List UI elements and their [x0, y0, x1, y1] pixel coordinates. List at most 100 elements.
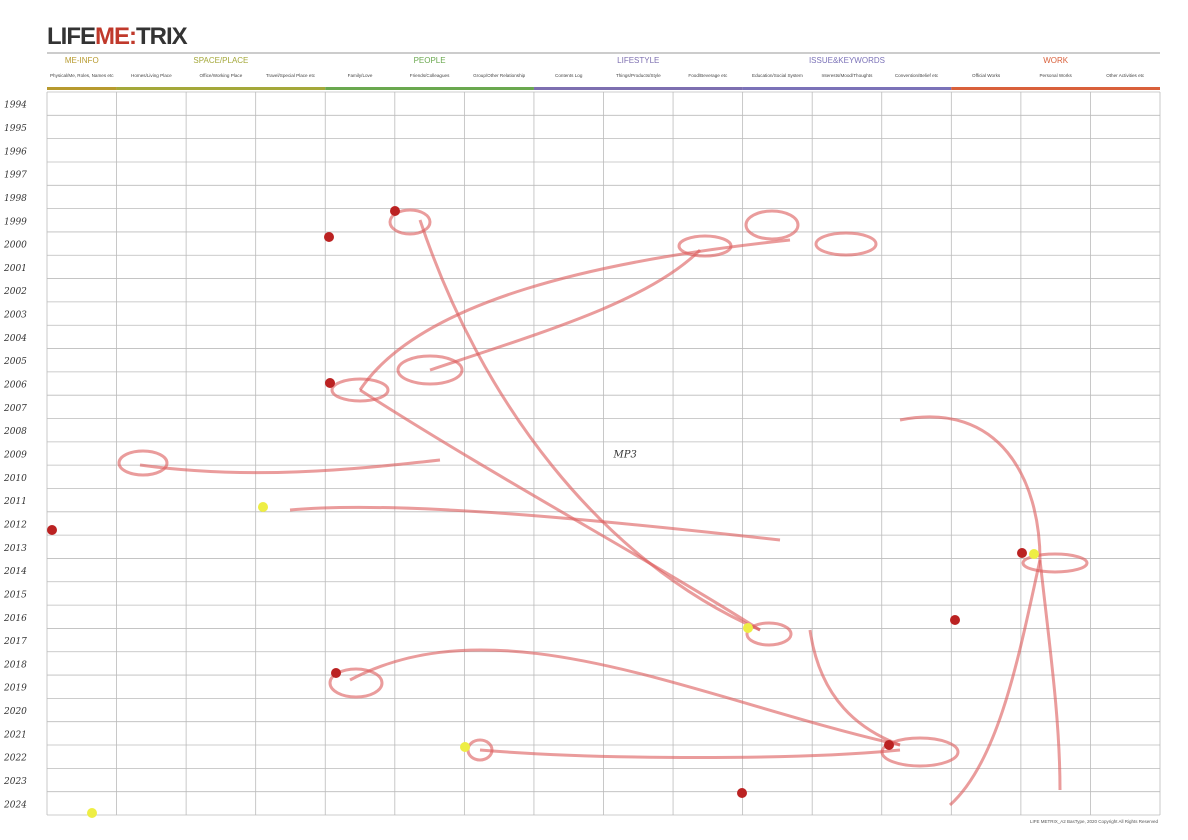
column-label: Interests/Mood/Thoughts [822, 73, 874, 78]
group-bar [951, 87, 1160, 90]
year: 2016 [3, 614, 27, 624]
year: 2010 [3, 474, 27, 484]
circle [396, 354, 464, 386]
year: 1999 [4, 217, 27, 227]
column-label: Family/Love [348, 73, 373, 78]
dot [325, 378, 335, 388]
dot [460, 742, 470, 752]
column-label: Things/Products/Style [616, 73, 661, 78]
year: 1994 [4, 101, 27, 111]
year: 1998 [4, 194, 27, 204]
group-bar [47, 87, 117, 90]
year: 1996 [4, 147, 27, 157]
link [358, 238, 791, 391]
year: 2001 [3, 264, 27, 274]
year: 2014 [3, 567, 27, 577]
dots [47, 206, 1039, 818]
group-bar [742, 87, 952, 90]
group-name: PEOPLE [414, 56, 446, 65]
column-label: Contents Log [555, 73, 583, 78]
circle [117, 449, 169, 477]
column-label: Office/Working Place [200, 73, 243, 78]
year: 2022 [3, 754, 27, 764]
column-label: Food/Beverage etc [688, 73, 728, 78]
circle [814, 231, 878, 257]
dot [390, 206, 400, 216]
group-name: LIFESTYLE [617, 56, 659, 65]
column-label: Travel/Special Place etc [266, 73, 316, 78]
dot [1017, 548, 1027, 558]
circle [677, 234, 733, 258]
group-bar [533, 87, 743, 90]
dot [331, 668, 341, 678]
year: 2017 [3, 637, 27, 647]
year: 2003 [3, 311, 27, 321]
group-name: ME-INFO [65, 56, 99, 65]
year: 1995 [4, 124, 27, 134]
group-name: WORK [1043, 56, 1069, 65]
link [349, 648, 901, 747]
link [289, 505, 781, 542]
column-label: Convention/Belief etc [895, 73, 939, 78]
column-label: Personal Works [1039, 73, 1072, 78]
link [948, 559, 1042, 807]
title: LIFEME:TRIX [47, 23, 188, 50]
group-bar [325, 87, 534, 90]
dot [743, 623, 753, 633]
link [479, 748, 901, 759]
dot [737, 788, 747, 798]
year: 2023 [3, 777, 27, 787]
circle [388, 208, 432, 236]
dot [258, 502, 268, 512]
column-label: Friends/Colleagues [410, 73, 450, 78]
link [808, 629, 901, 747]
link [429, 248, 702, 372]
year: 2002 [3, 287, 27, 297]
dot [1029, 549, 1039, 559]
column-label: Group/Other Relationship [473, 73, 526, 78]
circle [330, 377, 390, 403]
year: 2011 [3, 497, 27, 507]
circle [744, 209, 800, 241]
dot [950, 615, 960, 625]
link [1038, 559, 1062, 791]
title-part: LIFE [47, 23, 96, 50]
year: 2018 [3, 660, 27, 670]
column-label: Other Activities etc [1106, 73, 1145, 78]
dot [47, 525, 57, 535]
year: 2013 [3, 544, 27, 554]
dot [324, 232, 334, 242]
annotations [117, 208, 1089, 807]
link [899, 415, 1042, 561]
year: 2015 [3, 590, 27, 600]
year: 2000 [3, 241, 27, 251]
year: 2006 [3, 381, 27, 391]
year: 2019 [3, 684, 27, 694]
link [139, 458, 441, 475]
column-label: Education/Social System [752, 73, 803, 78]
link [418, 219, 761, 632]
footer: LIFE METRIX_A2 BasType, 2020 Copyright A… [1030, 819, 1159, 824]
title-part: TRIX [136, 23, 188, 50]
year: 2021 [3, 730, 27, 740]
year: 2005 [3, 357, 27, 367]
year: 2004 [3, 334, 27, 344]
year: 2009 [3, 451, 27, 461]
circle [880, 736, 960, 768]
dot [884, 740, 894, 750]
circle [1021, 552, 1089, 574]
column-label: Physical/Me, Roles, Names etc [50, 73, 114, 78]
year: 2024 [3, 800, 27, 810]
group-name: SPACE/PLACE [193, 56, 248, 65]
year: 2020 [3, 707, 27, 717]
note: MP3 [613, 450, 637, 461]
circle [328, 667, 384, 699]
circle [745, 621, 793, 647]
group-bar [116, 87, 326, 90]
year: 1997 [4, 171, 27, 181]
column-label: Official Works [972, 73, 1001, 78]
year: 2008 [3, 427, 27, 437]
column-label: Homes/Living Place [131, 73, 172, 78]
group-name: ISSUE&KEYWORDS [809, 56, 885, 65]
